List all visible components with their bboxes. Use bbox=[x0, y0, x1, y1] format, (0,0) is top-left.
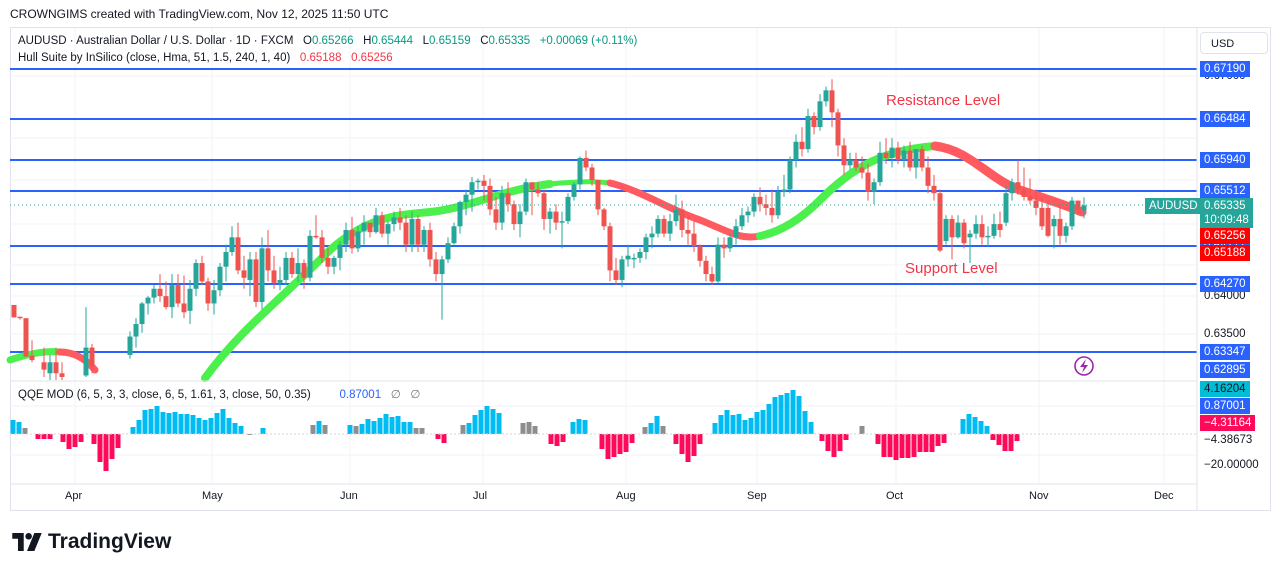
price-tick: 0.63500 bbox=[1204, 328, 1246, 340]
level-price-tag: 0.64270 bbox=[1200, 276, 1250, 292]
month-label: May bbox=[202, 490, 223, 502]
bar-countdown: 10:09:48 bbox=[1204, 214, 1249, 226]
month-label: Jul bbox=[473, 490, 488, 502]
qqe-value-tag: 0.87001 bbox=[1200, 398, 1250, 414]
hull-price-tag: 0.65188 bbox=[1200, 245, 1250, 261]
high-value: 0.65444 bbox=[371, 35, 414, 47]
qqe-value-tag: −20.00000 bbox=[1204, 459, 1259, 471]
tradingview-logo-icon bbox=[12, 533, 42, 551]
month-label: Aug bbox=[616, 490, 636, 502]
brand-name: TradingView bbox=[48, 530, 172, 553]
hull-price-tag: 0.65256 bbox=[1200, 228, 1250, 244]
low-value: 0.65159 bbox=[429, 35, 471, 47]
current-price: 0.65335 bbox=[1204, 200, 1246, 212]
indicator-legend[interactable]: Hull Suite by InSilico (close, Hma, 51, … bbox=[18, 52, 393, 64]
lightning-icon[interactable] bbox=[1074, 356, 1094, 376]
qqe-histogram bbox=[10, 390, 1020, 471]
tradingview-logo[interactable]: TradingView bbox=[12, 530, 171, 554]
month-label: Nov bbox=[1029, 490, 1049, 502]
price-tick: 0.64000 bbox=[1204, 290, 1246, 302]
level-price-tag: 0.66484 bbox=[1200, 111, 1250, 127]
month-label: Apr bbox=[65, 490, 83, 502]
change-value: +0.00069 (+0.11%) bbox=[539, 35, 638, 47]
symbol-title: AUDUSD · Australian Dollar / U.S. Dollar… bbox=[18, 35, 294, 47]
qqe-value-tag: 4.16204 bbox=[1200, 381, 1250, 397]
current-price-tag: 0.65335 10:09:48 bbox=[1200, 198, 1253, 228]
level-price-tag: 0.65512 bbox=[1200, 183, 1250, 199]
open-value: 0.65266 bbox=[311, 35, 354, 47]
candles bbox=[11, 79, 1087, 380]
month-label: Oct bbox=[886, 490, 904, 502]
currency-button[interactable]: USD bbox=[1200, 32, 1268, 54]
month-label: Sep bbox=[747, 490, 767, 502]
hull-value-2: 0.65256 bbox=[351, 52, 393, 64]
qqe-na-2: ∅ bbox=[410, 389, 421, 401]
resistance-label: Resistance Level bbox=[886, 92, 1001, 109]
level-price-tag: 0.63347 bbox=[1200, 344, 1250, 360]
level-price-tag: 0.62895 bbox=[1200, 362, 1250, 378]
symbol-tag: AUDUSD bbox=[1145, 198, 1202, 214]
qqe-value: 0.87001 bbox=[339, 389, 382, 401]
level-price-tag: 0.67190 bbox=[1200, 61, 1250, 77]
chart-frame bbox=[10, 27, 1271, 511]
credit-line: CROWNGIMS created with TradingView.com, … bbox=[10, 7, 389, 21]
qqe-legend[interactable]: QQE MOD (6, 5, 3, 3, close, 6, 5, 1.61, … bbox=[18, 387, 420, 401]
qqe-value-tag: −4.31164 bbox=[1200, 415, 1256, 431]
support-label: Support Level bbox=[905, 260, 998, 277]
close-value: 0.65335 bbox=[488, 35, 531, 47]
month-label: Jun bbox=[340, 490, 358, 502]
qqe-title: QQE MOD (6, 5, 3, 3, close, 6, 5, 1.61, … bbox=[18, 389, 311, 401]
symbol-legend: AUDUSD · Australian Dollar / U.S. Dollar… bbox=[18, 35, 638, 47]
hull-value-1: 0.65188 bbox=[299, 52, 342, 64]
month-label: Dec bbox=[1154, 490, 1174, 502]
level-price-tag: 0.65940 bbox=[1200, 152, 1250, 168]
qqe-na-1: ∅ bbox=[390, 389, 401, 401]
qqe-value-tag: −4.38673 bbox=[1204, 434, 1253, 446]
indicator-title: Hull Suite by InSilico (close, Hma, 51, … bbox=[18, 52, 291, 64]
